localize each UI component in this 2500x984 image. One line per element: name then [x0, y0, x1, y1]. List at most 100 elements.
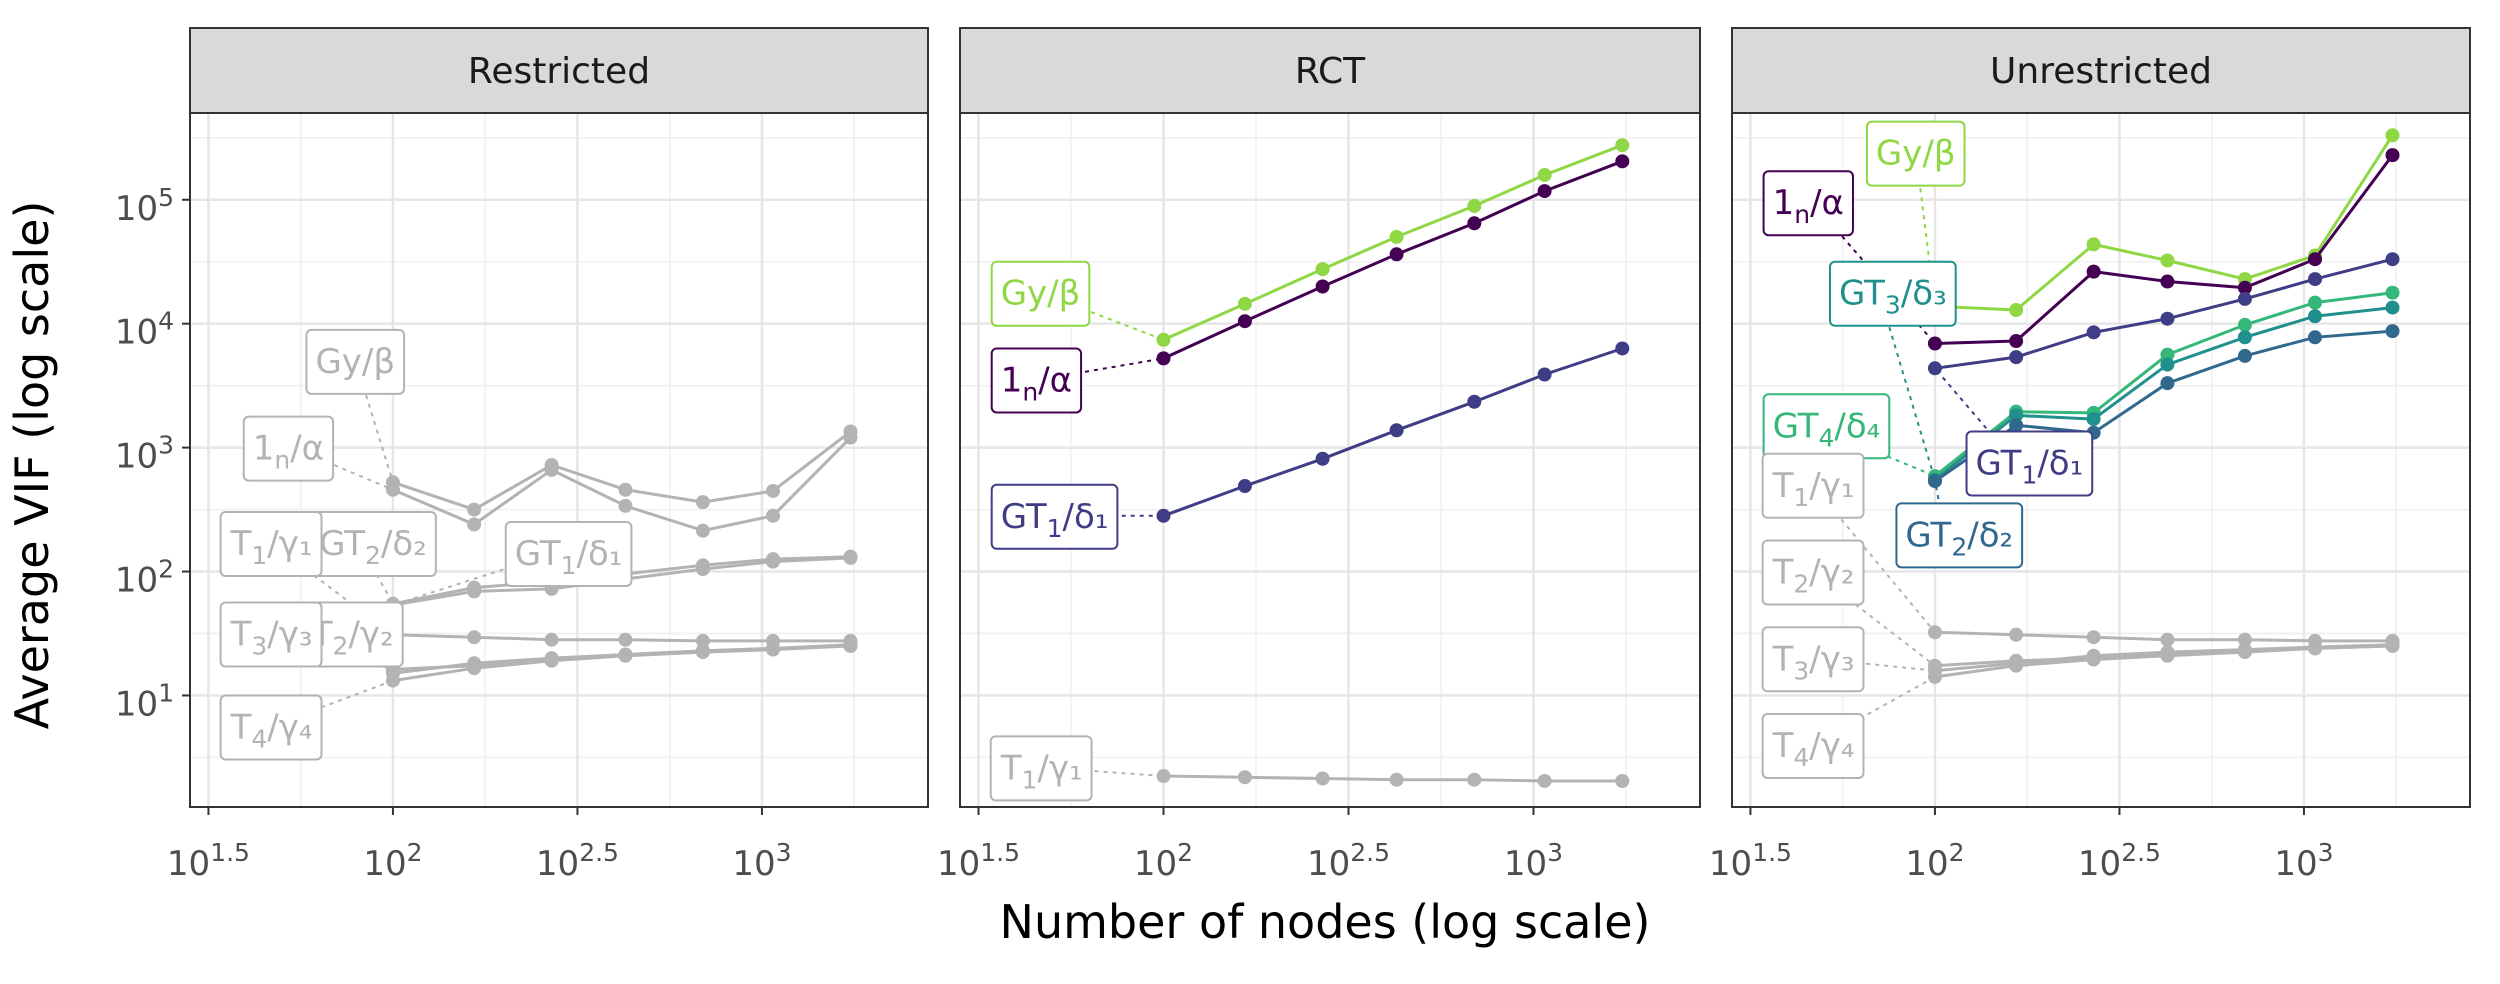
data-point: [2308, 330, 2322, 344]
data-point: [2386, 128, 2400, 142]
x-tick-label: 101.5: [1709, 838, 1792, 884]
label-rest: /γ₃: [1809, 639, 1854, 679]
data-point: [2087, 265, 2101, 279]
data-point: [2238, 330, 2252, 344]
data-point: [1538, 184, 1552, 198]
label-gt2: GT2/δ₂: [310, 512, 436, 576]
x-tick-label-exp: 3: [2318, 838, 2334, 867]
data-point: [2308, 272, 2322, 286]
label-sub: 3: [1885, 291, 1901, 320]
data-point: [618, 649, 632, 663]
label-base: T: [1772, 726, 1794, 766]
data-point: [2308, 252, 2322, 266]
x-tick-label: 102.5: [1307, 838, 1390, 884]
label-base: GT: [1773, 406, 1819, 446]
data-point: [2308, 309, 2322, 323]
label-rest: /γ₁: [267, 524, 312, 564]
data-point: [2386, 324, 2400, 338]
y-tick-label: 105: [115, 183, 174, 229]
y-tick-label-exp: 3: [158, 431, 174, 460]
data-point: [2160, 358, 2174, 372]
x-tick-label-exp: 2: [1177, 838, 1193, 867]
data-point: [1238, 297, 1252, 311]
data-point: [2009, 350, 2023, 364]
y-tick-label-exp: 5: [158, 183, 174, 212]
data-point: [2087, 630, 2101, 644]
label-text: Gy/β: [1876, 134, 1956, 174]
label-base: T: [230, 524, 252, 564]
x-tick-label-base: 10: [1307, 844, 1350, 884]
data-point: [844, 424, 858, 438]
label-gt3: GT3/δ₃: [1830, 262, 1956, 326]
label-1n: 1n/α: [244, 417, 333, 481]
label-sub: 2: [333, 632, 349, 661]
data-point: [2087, 412, 2101, 426]
data-point: [618, 483, 632, 497]
label-sub: 1: [2021, 460, 2037, 489]
label-t4: T4/γ₄: [221, 695, 322, 759]
data-point: [2009, 659, 2023, 673]
y-tick-label-base: 10: [115, 189, 158, 229]
label-sub: 1: [1793, 483, 1809, 512]
data-point: [1316, 771, 1330, 785]
label-sub: 1: [1047, 514, 1063, 543]
data-point: [1615, 154, 1629, 168]
data-point: [2386, 639, 2400, 653]
data-point: [1390, 247, 1404, 261]
label-rest: /α: [290, 429, 324, 469]
panels: Restricted1n/αGy/βGT1/δ₁GT2/δ₂T1/γ₁T2/γ₂…: [115, 28, 2470, 884]
label-rest: /δ₄: [1834, 406, 1880, 446]
data-point: [1316, 452, 1330, 466]
data-point: [696, 495, 710, 509]
data-point: [1467, 773, 1481, 787]
data-point: [1316, 280, 1330, 294]
data-point: [2386, 301, 2400, 315]
data-point: [1928, 337, 1942, 351]
data-point: [2087, 237, 2101, 251]
label-rest: /γ₂: [348, 615, 393, 655]
y-tick-label-base: 10: [115, 561, 158, 601]
label-text: Gy/β: [1001, 274, 1081, 314]
x-tick-label-exp: 3: [776, 838, 792, 867]
data-point: [2087, 653, 2101, 667]
data-point: [1928, 625, 1942, 639]
x-tick-label-exp: 2: [407, 838, 423, 867]
data-point: [2160, 312, 2174, 326]
label-gy: Gy/β: [992, 262, 1090, 326]
label-sub: 1: [561, 551, 577, 580]
data-point: [618, 499, 632, 513]
data-point: [1390, 423, 1404, 437]
data-point: [386, 674, 400, 688]
strip-title: RCT: [1295, 51, 1366, 92]
x-tick-label: 103: [2274, 838, 2333, 884]
label-rest: /δ₁: [577, 534, 623, 574]
label-t1: T1/γ₁: [991, 736, 1092, 800]
data-point: [2160, 649, 2174, 663]
x-tick-label-exp: 1.5: [210, 838, 250, 867]
x-tick-label-base: 10: [937, 844, 980, 884]
x-tick-label: 103: [732, 838, 791, 884]
label-rest: /δ₂: [1967, 515, 2013, 555]
data-point: [1238, 314, 1252, 328]
label-base: T: [1772, 466, 1794, 506]
data-point: [2009, 628, 2023, 642]
label-rest: /γ₄: [1809, 726, 1854, 766]
x-tick-label-base: 10: [732, 844, 775, 884]
label-sub: 2: [1951, 532, 1967, 561]
data-point: [618, 633, 632, 647]
label-base: Gy/β: [1001, 274, 1081, 314]
data-point: [467, 517, 481, 531]
data-point: [2160, 376, 2174, 390]
x-tick-label: 101.5: [167, 838, 250, 884]
label-t4: T4/γ₄: [1763, 714, 1864, 778]
label-t1: T1/γ₁: [1763, 454, 1864, 518]
x-tick-label-base: 10: [2078, 844, 2121, 884]
y-tick-label: 103: [115, 431, 174, 477]
label-sub: 3: [1793, 656, 1809, 685]
data-point: [1238, 479, 1252, 493]
data-point: [696, 524, 710, 538]
data-point: [696, 558, 710, 572]
x-tick-label-base: 10: [1905, 844, 1948, 884]
x-tick-label-base: 10: [536, 844, 579, 884]
data-point: [1538, 168, 1552, 182]
